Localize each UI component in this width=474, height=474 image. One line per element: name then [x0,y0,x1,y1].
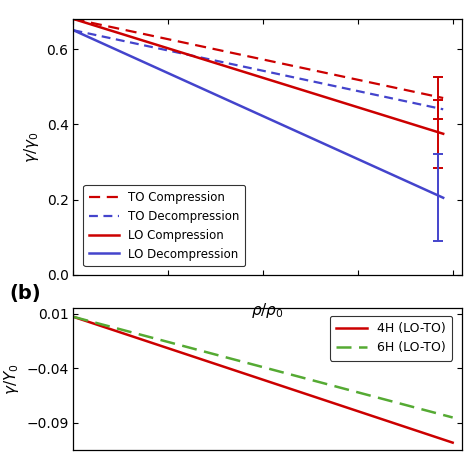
Text: (b): (b) [9,284,41,303]
Legend: TO Compression, TO Decompression, LO Compression, LO Decompression: TO Compression, TO Decompression, LO Com… [83,185,246,266]
Legend: 4H (LO-TO), 6H (LO-TO): 4H (LO-TO), 6H (LO-TO) [329,316,452,361]
Y-axis label: $\gamma/\gamma_0$: $\gamma/\gamma_0$ [22,131,41,163]
Text: $\rho/\rho_0$: $\rho/\rho_0$ [252,301,284,320]
Y-axis label: $\gamma/Y_0$: $\gamma/Y_0$ [2,364,21,395]
